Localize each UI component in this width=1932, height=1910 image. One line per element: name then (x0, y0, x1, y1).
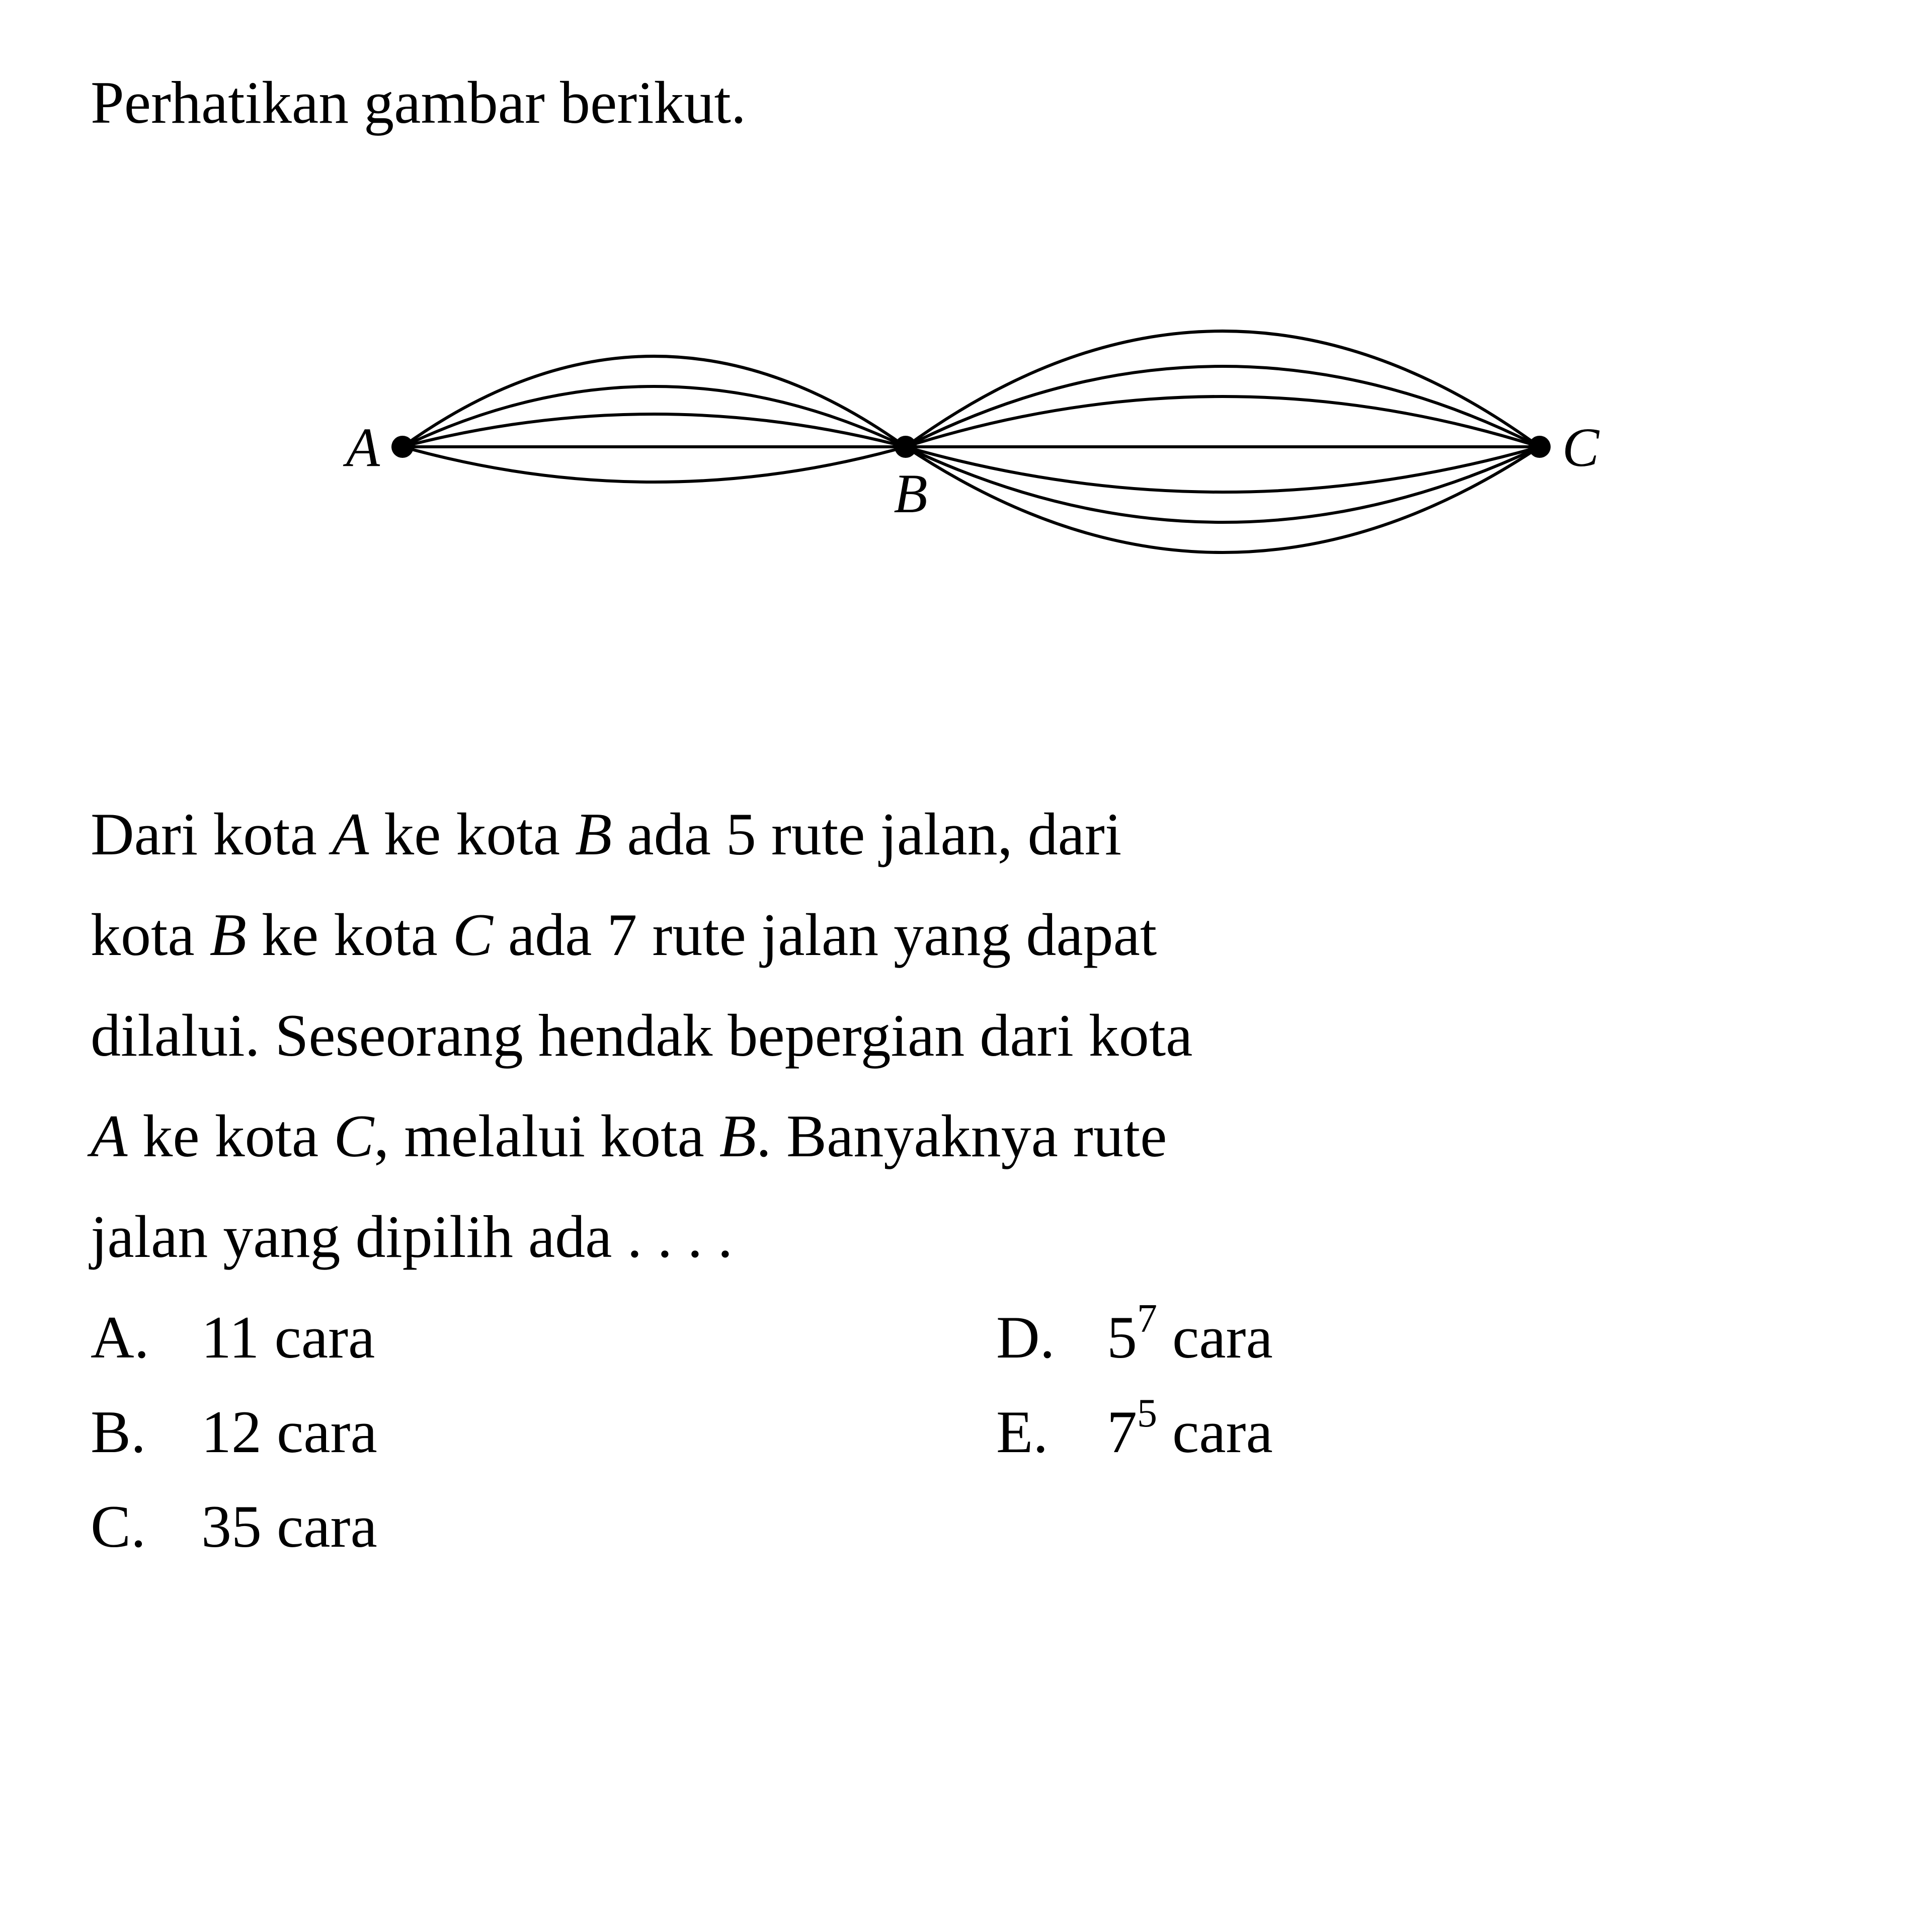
svg-text:A: A (343, 417, 380, 478)
problem-line-2: kota B ke kota C ada 7 rute jalan yang d… (91, 890, 1841, 980)
answer-letter: D. (996, 1292, 1107, 1383)
var-B: B (575, 801, 612, 867)
answer-column-left: A. 11 cara B. 12 cara C. 35 cara (91, 1292, 996, 1576)
text-fragment: . Banyaknya rute (756, 1102, 1167, 1169)
answer-A: A. 11 cara (91, 1292, 996, 1383)
answer-text: 35 cara (201, 1481, 996, 1572)
var-B: B (210, 901, 247, 968)
text-fragment: ada 7 rute jalan yang dapat (493, 901, 1157, 968)
answer-choices: A. 11 cara B. 12 cara C. 35 cara D. 57 c… (91, 1292, 1841, 1576)
base: 7 (1107, 1398, 1137, 1465)
answer-column-right: D. 57 cara E. 75 cara (996, 1292, 1751, 1576)
problem-line-4: A ke kota C, melalui kota B. Banyaknya r… (91, 1091, 1841, 1181)
route-diagram: A B C (91, 185, 1841, 739)
answer-text: 11 cara (201, 1292, 996, 1383)
suffix: cara (1157, 1398, 1273, 1465)
suffix: cara (1157, 1304, 1273, 1371)
base: 5 (1107, 1304, 1137, 1371)
text-fragment: ada 5 rute jalan, dari (612, 801, 1121, 867)
answer-E: E. 75 cara (996, 1387, 1751, 1477)
text-fragment: ke kota (127, 1102, 334, 1169)
text-fragment: ke kota (247, 901, 453, 968)
exponent: 7 (1137, 1297, 1157, 1341)
answer-letter: E. (996, 1387, 1107, 1477)
answer-text: 75 cara (1107, 1387, 1751, 1477)
problem-line-3: dilalui. Seseorang hendak bepergian dari… (91, 990, 1841, 1081)
var-A: A (332, 801, 369, 867)
var-C: C (334, 1102, 374, 1169)
var-C: C (453, 901, 493, 968)
answer-B: B. 12 cara (91, 1387, 996, 1477)
text-fragment: kota (91, 901, 210, 968)
answer-text: 57 cara (1107, 1292, 1751, 1383)
exponent: 5 (1137, 1391, 1157, 1436)
text-fragment: , melalui kota (374, 1102, 719, 1169)
question-content: Perhatikan gambar berikut. A B C Dari kota… (91, 60, 1841, 1576)
text-fragment: Dari kota (91, 801, 332, 867)
text-fragment: ke kota (369, 801, 575, 867)
instruction-text: Perhatikan gambar berikut. (91, 60, 1841, 145)
answer-letter: B. (91, 1387, 201, 1477)
answer-D: D. 57 cara (996, 1292, 1751, 1383)
answer-C: C. 35 cara (91, 1481, 996, 1572)
problem-line-1: Dari kota A ke kota B ada 5 rute jalan, … (91, 789, 1841, 880)
diagram-svg: A B C (262, 185, 1670, 739)
problem-line-5: jalan yang dipilih ada . . . . (91, 1191, 1841, 1282)
svg-text:C: C (1562, 417, 1600, 478)
answer-letter: C. (91, 1481, 201, 1572)
var-B: B (719, 1102, 756, 1169)
answer-text: 12 cara (201, 1387, 996, 1477)
answer-letter: A. (91, 1292, 201, 1383)
var-A: A (91, 1102, 127, 1169)
svg-text:B: B (894, 463, 927, 524)
